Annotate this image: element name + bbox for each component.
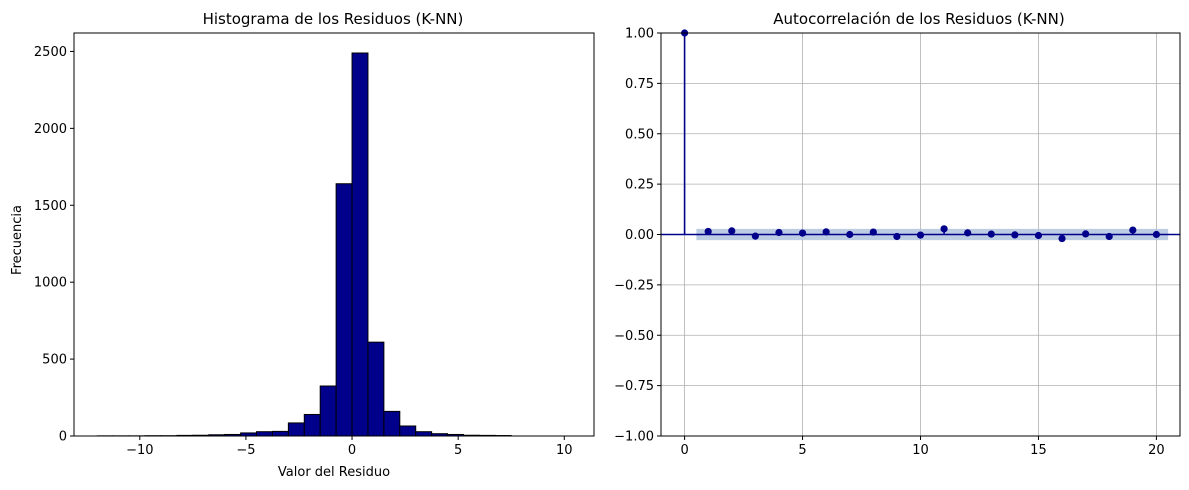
histogram-y-tick-label: 1500 (34, 199, 67, 214)
histogram-bar (320, 386, 336, 436)
autocorrelation-x-tick-label: 15 (1030, 443, 1047, 458)
histogram-bar (257, 432, 273, 436)
autocorrelation-point (775, 229, 782, 236)
autocorrelation-y-tick-label: 0.00 (625, 228, 654, 243)
autocorrelation-x-tick-label: 10 (912, 443, 929, 458)
autocorrelation-point (1058, 235, 1065, 242)
autocorrelation-point (846, 231, 853, 238)
histogram-bar (288, 423, 304, 436)
histogram-y-tick-label: 2500 (34, 45, 67, 60)
histogram-x-tick-label: 10 (556, 443, 573, 458)
histogram-bar (304, 414, 320, 436)
autocorrelation-point (1082, 230, 1089, 237)
autocorrelation-point (823, 228, 830, 235)
histogram-bar (336, 184, 352, 436)
autocorrelation-y-tick-label: −0.50 (614, 329, 654, 344)
autocorrelation-title: Autocorrelación de los Residuos (K-NN) (773, 10, 1064, 28)
histogram-bar (352, 53, 368, 436)
histogram-x-tick-label: 5 (454, 443, 462, 458)
autocorrelation-y-tick-label: −1.00 (614, 430, 654, 445)
autocorrelation-point (893, 233, 900, 240)
autocorrelation-point (1129, 226, 1136, 233)
histogram-bar (400, 426, 416, 436)
autocorrelation-y-tick-label: −0.75 (614, 379, 654, 394)
histogram-y-tick-label: 0 (59, 430, 67, 445)
histogram-x-axis-label: Valor del Residuo (278, 465, 390, 480)
autocorrelation-point (988, 230, 995, 237)
autocorrelation-point (705, 228, 712, 235)
autocorrelation-point (752, 233, 759, 240)
autocorrelation-y-tick-label: 0.50 (625, 127, 654, 142)
histogram-y-axis-label: Frecuencia (10, 205, 25, 275)
autocorrelation-point (1153, 231, 1160, 238)
autocorrelation-point (917, 232, 924, 239)
autocorrelation-x-tick-label: 20 (1148, 443, 1165, 458)
histogram-y-tick-label: 2000 (34, 122, 67, 137)
histogram-bar (368, 342, 384, 436)
histogram-y-tick-label: 500 (42, 353, 67, 368)
histogram-x-tick-label: 0 (348, 443, 356, 458)
autocorrelation-point (1035, 232, 1042, 239)
autocorrelation-point (870, 228, 877, 235)
autocorrelation-x-tick-label: 5 (798, 443, 806, 458)
autocorrelation-y-tick-label: −0.25 (614, 278, 654, 293)
autocorrelation-point (1106, 233, 1113, 240)
autocorrelation-point (799, 229, 806, 236)
histogram-x-tick-label: −10 (126, 443, 153, 458)
histogram-title: Histograma de los Residuos (K-NN) (203, 10, 464, 28)
autocorrelation-x-tick-label: 0 (680, 443, 688, 458)
histogram-x-tick-label: −5 (236, 443, 255, 458)
histogram-bar (416, 432, 432, 436)
autocorrelation-point (728, 227, 735, 234)
autocorrelation-y-tick-label: 1.00 (625, 27, 654, 42)
autocorrelation-point (940, 225, 947, 232)
autocorrelation-y-tick-label: 0.75 (625, 77, 654, 92)
autocorrelation-y-tick-label: 0.25 (625, 178, 654, 193)
histogram-bar (272, 431, 288, 436)
autocorrelation-point (1011, 231, 1018, 238)
histogram-y-tick-label: 1000 (34, 276, 67, 291)
autocorrelation-point (964, 229, 971, 236)
histogram-bar (384, 411, 400, 436)
